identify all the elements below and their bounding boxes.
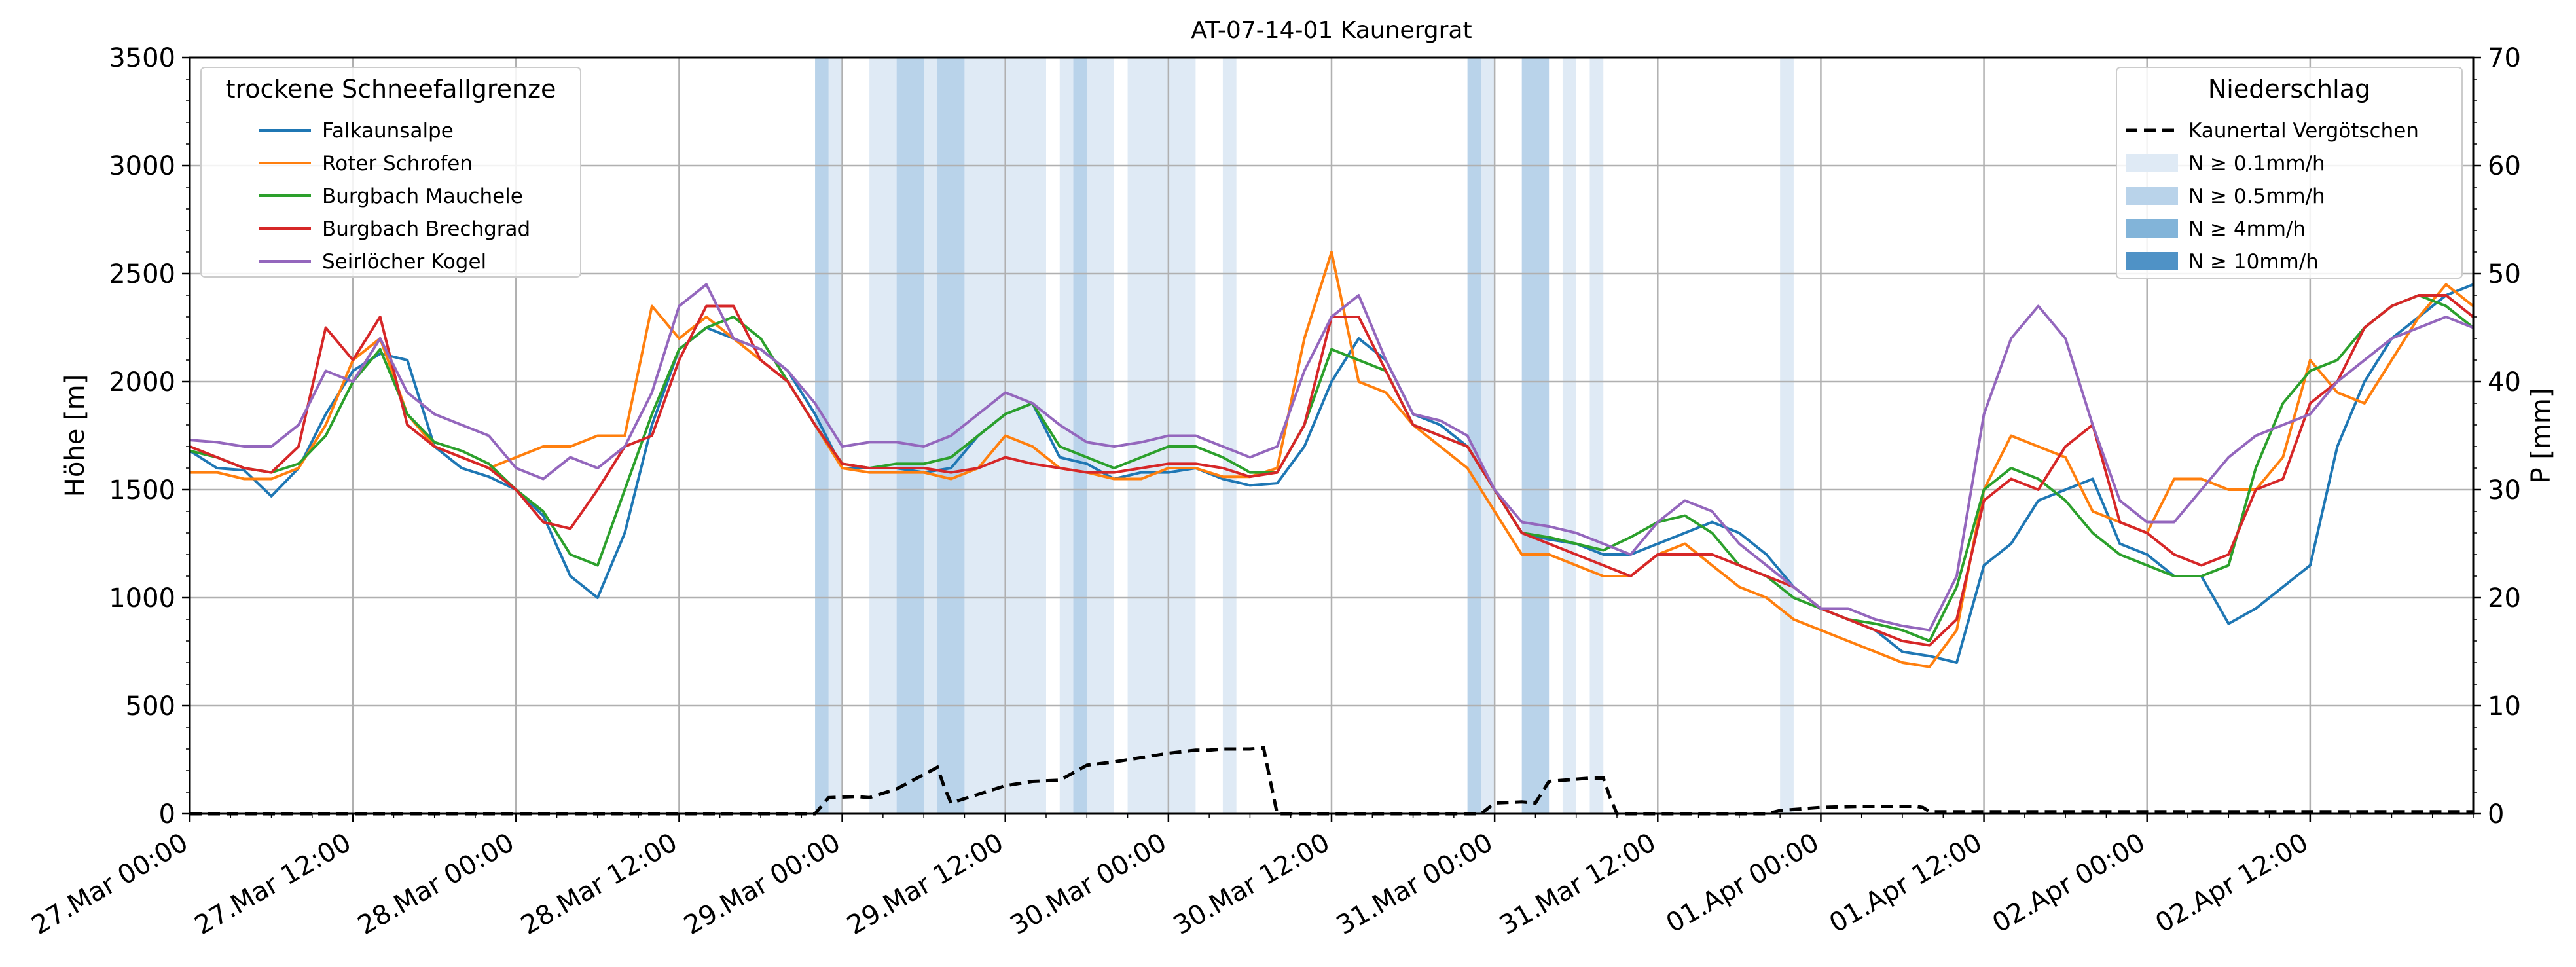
y-tick-label-right: 30 [2488, 475, 2521, 505]
legend-label: N ≥ 10mm/h [2188, 250, 2319, 274]
y-tick-label-left: 0 [159, 799, 175, 830]
legend-label: Burgbach Brechgrad [322, 217, 530, 241]
precip-band [1222, 58, 1237, 814]
legend-label: N ≥ 0.5mm/h [2188, 185, 2325, 208]
series-lines [189, 251, 2475, 668]
legend-left: trockene Schneefallgrenze Falkaunsalpe Rot… [200, 67, 581, 278]
precip-band [1780, 58, 1794, 814]
legend-label: Burgbach Mauchele [322, 185, 523, 208]
y-tick-label-right: 10 [2488, 691, 2521, 721]
legend-swatch [2126, 252, 2178, 270]
y-tick-label-right: 20 [2488, 583, 2521, 613]
precip-line [190, 746, 2473, 816]
y-tick-label-right: 70 [2488, 43, 2521, 73]
y-tick-label-right: 40 [2488, 367, 2521, 397]
legend-right: Niederschlag Kaunertal Vergötschen N ≥ 0.1… [2116, 67, 2463, 279]
legend-label: Falkaunsalpe [322, 119, 454, 143]
legend-box [2116, 67, 2463, 279]
legend-label: Roter Schrofen [322, 152, 473, 175]
precip-band [1467, 58, 1481, 814]
y-tick-label-right: 0 [2488, 799, 2504, 830]
precip-band [1562, 58, 1576, 814]
precip-series-line [190, 746, 2473, 816]
precip-band [896, 58, 924, 814]
y-tick-label-left: 1000 [109, 583, 175, 613]
chart-title: AT-07-14-01 Kaunergrat [1191, 17, 1472, 44]
legend-label: N ≥ 4mm/h [2188, 217, 2306, 241]
precip-band [964, 58, 1019, 814]
legend-label: N ≥ 0.1mm/h [2188, 152, 2325, 175]
precip-band [1521, 58, 1550, 814]
precip-band [1481, 58, 1495, 814]
legend-label: Kaunertal Vergötschen [2188, 119, 2419, 143]
precip-bands [815, 58, 1794, 814]
precip-band [1589, 58, 1604, 814]
y-tick-label-left: 3000 [109, 151, 175, 181]
legend-label: Seirlöcher Kogel [322, 250, 486, 274]
y-tick-label-left: 500 [126, 691, 175, 721]
precip-band [1087, 58, 1114, 814]
y-tick-label-left: 2500 [109, 259, 175, 289]
legend-swatch [2126, 154, 2178, 172]
legend-title: Niederschlag [2208, 75, 2370, 103]
precip-band [869, 58, 897, 814]
y-axis-label-right: P [mm] [2526, 388, 2556, 484]
y-tick-label-right: 50 [2488, 259, 2521, 289]
legend-swatch [2126, 219, 2178, 238]
y-axis-label-left: Höhe [m] [60, 374, 90, 497]
y-tick-label-left: 1500 [109, 475, 175, 505]
legend-swatch [2126, 187, 2178, 205]
precip-band [1059, 58, 1074, 814]
precip-band [1073, 58, 1087, 814]
precip-band [1019, 58, 1046, 814]
series-line [189, 294, 2475, 642]
y-tick-label-left: 2000 [109, 367, 175, 397]
precip-band [1127, 58, 1169, 814]
legend-title: trockene Schneefallgrenze [226, 75, 556, 103]
precip-band [924, 58, 937, 814]
y-tick-label-right: 60 [2488, 151, 2521, 181]
legend-box [200, 67, 581, 278]
y-tick-label-left: 3500 [109, 43, 175, 73]
series-line [190, 251, 2475, 668]
series-line [189, 283, 2474, 632]
series-line [189, 283, 2474, 664]
